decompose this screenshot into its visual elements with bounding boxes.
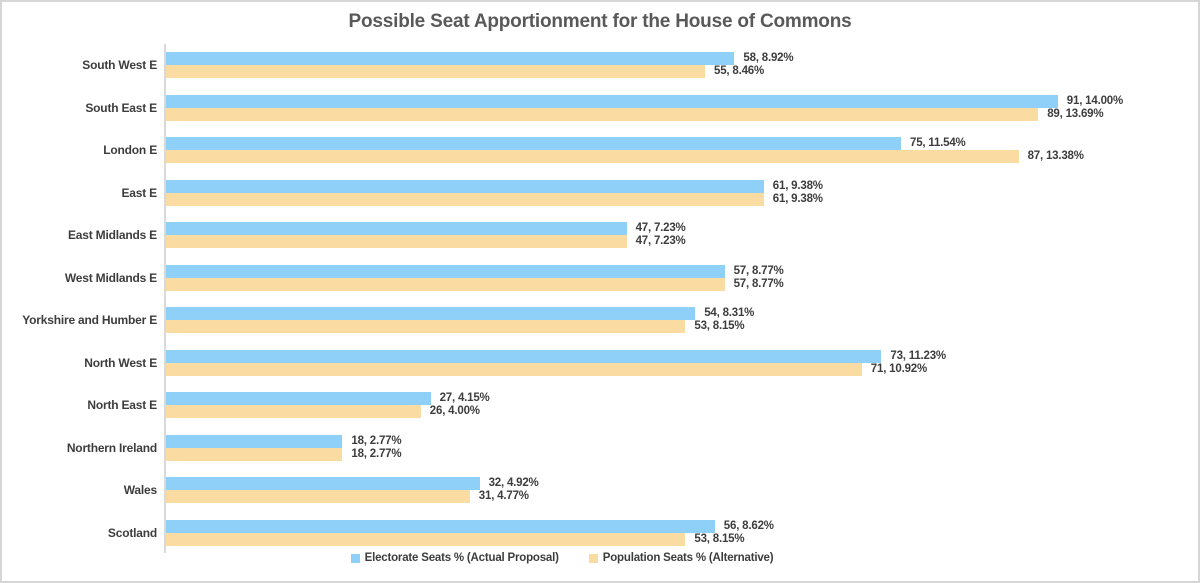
bar-electorate-seats-yorkshire-and-humber-e xyxy=(166,307,696,321)
bar-electorate-seats-north-east-e xyxy=(166,392,431,406)
bar-population-seats-north-east-e xyxy=(166,405,421,419)
chart-title: Possible Seat Apportionment for the Hous… xyxy=(348,11,852,32)
bar-value-label: 26, 4.00% xyxy=(429,405,480,418)
bar-population-seats-south-east-e xyxy=(166,107,1039,121)
bar-value-label: 18, 2.77% xyxy=(351,447,402,460)
bar-value-label: 61, 9.38% xyxy=(772,192,823,205)
bar-value-label: 32, 4.92% xyxy=(488,477,539,490)
legend-swatch-icon xyxy=(350,553,360,563)
legend-label: Population Seats % (Alternative) xyxy=(602,552,774,564)
category-label-south-east-e: South East E xyxy=(85,100,157,115)
bar-value-label: 89, 13.69% xyxy=(1047,107,1104,120)
category-label-east-e: East E xyxy=(121,185,158,200)
bar-value-label: 47, 7.23% xyxy=(635,222,686,235)
bar-electorate-seats-south-west-e xyxy=(166,52,735,66)
bar-value-label: 31, 4.77% xyxy=(478,490,529,503)
bar-electorate-seats-wales xyxy=(166,477,480,491)
bar-population-seats-west-midlands-e xyxy=(166,277,725,291)
bar-value-label: 53, 8.15% xyxy=(694,532,745,545)
bar-value-label: 53, 8.15% xyxy=(694,320,745,333)
bar-value-label: 58, 8.92% xyxy=(743,52,794,65)
bar-value-label: 57, 8.77% xyxy=(733,264,784,277)
bar-electorate-seats-east-e xyxy=(166,179,764,193)
category-label-scotland: Scotland xyxy=(107,525,157,540)
category-label-wales: Wales xyxy=(123,483,157,498)
bar-value-label: 18, 2.77% xyxy=(351,434,402,447)
bar-value-label: 55, 8.46% xyxy=(714,65,764,78)
category-label-yorkshire-and-humber-e: Yorkshire and Humber E xyxy=(22,313,157,328)
bar-value-label: 91, 14.00% xyxy=(1066,94,1123,107)
bar-value-label: 57, 8.77% xyxy=(733,277,784,290)
bar-electorate-seats-london-e xyxy=(166,137,901,151)
bar-value-label: 54, 8.31% xyxy=(704,307,755,320)
bar-population-seats-east-midlands-e xyxy=(166,235,627,249)
bar-electorate-seats-north-west-e xyxy=(166,349,882,363)
bar-value-label: 87, 13.38% xyxy=(1027,150,1084,163)
bar-population-seats-wales xyxy=(166,490,470,504)
bar-value-label: 47, 7.23% xyxy=(635,235,686,248)
bar-electorate-seats-west-midlands-e xyxy=(166,264,725,278)
bar-electorate-seats-scotland xyxy=(166,519,715,533)
bar-population-seats-northern-ireland xyxy=(166,447,343,461)
bar-value-label: 61, 9.38% xyxy=(772,179,823,192)
bar-value-label: 75, 11.54% xyxy=(910,137,966,150)
bar-electorate-seats-east-midlands-e xyxy=(166,222,627,236)
bar-population-seats-south-west-e xyxy=(166,65,705,79)
bar-population-seats-london-e xyxy=(166,150,1019,164)
bar-value-label: 56, 8.62% xyxy=(723,519,774,532)
bar-electorate-seats-south-east-e xyxy=(166,94,1058,108)
category-label-east-midlands-e: East Midlands E xyxy=(67,228,157,243)
category-label-north-east-e: North East E xyxy=(87,398,157,413)
legend-item-population-seats: Population Seats % (Alternative) xyxy=(588,552,774,564)
bar-population-seats-yorkshire-and-humber-e xyxy=(166,320,686,334)
bar-population-seats-east-e xyxy=(166,192,764,206)
category-label-west-midlands-e: West Midlands E xyxy=(64,270,157,285)
bar-value-label: 71, 10.92% xyxy=(870,362,927,375)
legend-swatch-icon xyxy=(588,553,598,563)
bar-population-seats-scotland xyxy=(166,532,686,546)
bar-value-label: 27, 4.15% xyxy=(439,392,490,405)
y-axis-line xyxy=(164,44,166,553)
legend-label: Electorate Seats % (Actual Proposal) xyxy=(364,552,559,564)
category-label-south-west-e: South West E xyxy=(82,58,157,73)
category-label-london-e: London E xyxy=(103,143,157,158)
category-label-north-west-e: North West E xyxy=(84,355,157,370)
category-label-northern-ireland: Northern Ireland xyxy=(66,440,157,455)
bar-electorate-seats-northern-ireland xyxy=(166,434,343,448)
legend-item-electorate-seats: Electorate Seats % (Actual Proposal) xyxy=(350,552,559,564)
bar-value-label: 73, 11.23% xyxy=(890,349,946,362)
bar-population-seats-north-west-e xyxy=(166,362,862,376)
legend: Electorate Seats % (Actual Proposal) Popu… xyxy=(2,552,1160,564)
